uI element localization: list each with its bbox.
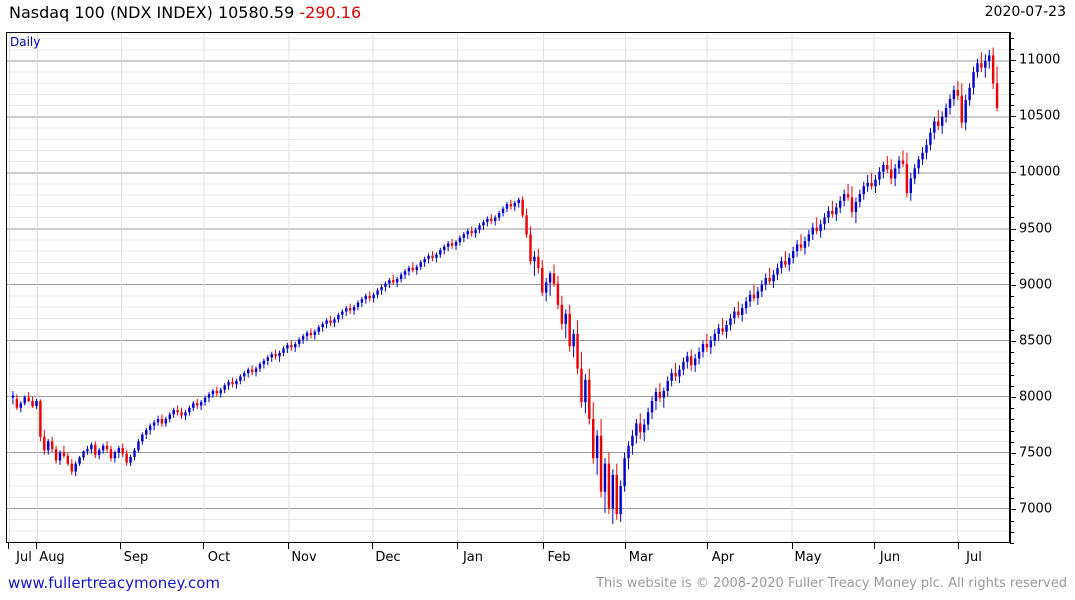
y-axis-tick: [1010, 307, 1014, 309]
candlestick-series: [11, 47, 999, 525]
y-axis-tick: [1010, 116, 1016, 118]
y-axis-tick: [1010, 161, 1014, 163]
x-axis-tick: [457, 543, 458, 549]
x-axis-label: May: [794, 550, 822, 565]
y-axis-tick: [1010, 127, 1014, 129]
y-axis-tick: [1010, 374, 1014, 376]
y-axis-tick: [1010, 543, 1014, 544]
x-axis-label: Apr: [711, 550, 735, 565]
y-axis-tick: [1010, 385, 1014, 387]
y-axis-tick: [1010, 475, 1014, 477]
y-axis-label: 10500: [1019, 108, 1061, 124]
x-axis-label: Aug: [39, 550, 65, 565]
y-axis-tick: [1010, 352, 1014, 354]
y-axis-tick: [1010, 464, 1014, 466]
x-axis-tick: [203, 543, 204, 549]
x-axis-tick: [36, 543, 37, 549]
x-axis-label: Dec: [375, 550, 401, 565]
x-axis-tick: [792, 543, 793, 549]
last-price: 10580.59: [217, 3, 295, 22]
y-axis-tick: [1010, 217, 1014, 219]
y-axis: 7000 7500 8000 8500 9000 9500 10000 10500 11000: [1010, 32, 1075, 544]
y-axis-tick: [1010, 273, 1014, 275]
x-axis-tick: [543, 543, 544, 549]
y-axis-tick: [1010, 262, 1014, 264]
y-axis-tick: [1010, 318, 1014, 320]
x-axis-label: Jul: [966, 550, 982, 565]
y-axis-tick: [1010, 329, 1014, 331]
x-axis-label: Oct: [207, 550, 231, 565]
y-axis-tick: [1010, 531, 1014, 533]
y-axis-label: 8000: [1019, 389, 1053, 405]
y-axis-label: 9000: [1019, 277, 1053, 293]
y-axis-tick: [1010, 239, 1014, 241]
instrument-name: Nasdaq 100 (NDX INDEX): [9, 3, 213, 22]
y-axis-tick: [1010, 486, 1014, 488]
site-url[interactable]: www.fullertreacymoney.com: [8, 574, 221, 592]
y-axis-tick: [1010, 228, 1016, 230]
x-axis-tick: [372, 543, 373, 549]
x-axis-label: Jul: [16, 550, 32, 565]
y-axis-tick: [1010, 498, 1014, 500]
x-axis-tick: [707, 543, 708, 549]
y-axis-tick: [1010, 509, 1016, 511]
price-plot-area[interactable]: [6, 32, 1010, 543]
y-axis-tick: [1010, 82, 1014, 84]
y-axis-tick: [1010, 363, 1014, 365]
x-axis-tick: [8, 543, 9, 549]
x-axis-label: Mar: [628, 550, 654, 565]
x-axis-label: Jan: [462, 550, 484, 565]
y-axis-tick: [1010, 397, 1016, 398]
y-axis-tick: [1010, 284, 1016, 286]
y-axis-tick: [1010, 251, 1014, 252]
x-axis-label: Jun: [879, 550, 901, 565]
x-axis-tick: [625, 543, 626, 549]
y-axis-tick: [1010, 419, 1014, 421]
as-of-date: 2020-07-23: [984, 4, 1066, 20]
y-axis-tick: [1010, 206, 1014, 208]
x-axis-tick: [120, 543, 121, 549]
chart-footer: www.fullertreacymoney.com This website i…: [0, 572, 1075, 600]
x-axis-tick: [958, 543, 959, 549]
y-axis-label: 7500: [1019, 445, 1053, 461]
x-axis-tick: [874, 543, 875, 549]
y-axis-tick: [1010, 37, 1014, 39]
y-axis-tick: [1010, 105, 1014, 106]
y-axis-tick: [1010, 183, 1014, 185]
price-change: -290.16: [299, 3, 362, 22]
y-axis-tick: [1010, 138, 1014, 140]
y-axis-label: 10000: [1019, 164, 1061, 180]
y-axis-tick: [1010, 340, 1016, 342]
y-axis-line: [1010, 32, 1011, 543]
y-axis-tick: [1010, 520, 1014, 522]
y-axis-tick: [1010, 194, 1014, 196]
copyright-notice: This website is © 2008-2020 Fuller Treac…: [596, 576, 1067, 591]
x-axis-label: Sep: [123, 550, 149, 565]
x-axis-label: Nov: [291, 550, 317, 565]
x-axis-label: Feb: [547, 550, 571, 565]
y-axis-label: 7000: [1019, 501, 1053, 517]
y-axis-tick: [1010, 408, 1014, 410]
y-axis-tick: [1010, 60, 1016, 62]
y-axis-tick: [1010, 441, 1014, 443]
y-axis-tick: [1010, 295, 1014, 297]
y-axis-label: 11000: [1019, 52, 1061, 68]
interval-label: Daily: [10, 35, 41, 49]
x-axis: Jul Aug Sep Oct Nov Dec Jan Feb Mar Apr May Jun Jul: [6, 543, 1010, 569]
y-axis-tick: [1010, 453, 1016, 455]
y-axis-tick: [1010, 93, 1014, 95]
y-axis-tick: [1010, 430, 1014, 432]
y-axis-tick: [1010, 71, 1014, 73]
x-axis-tick: [288, 543, 289, 549]
y-axis-label: 8500: [1019, 333, 1053, 349]
chart-header: Nasdaq 100 (NDX INDEX) 10580.59 -290.16 …: [0, 0, 1075, 28]
y-axis-tick: [1010, 172, 1016, 174]
y-axis-tick: [1010, 48, 1014, 50]
instrument-title: Nasdaq 100 (NDX INDEX) 10580.59 -290.16: [9, 3, 361, 22]
y-axis-tick: [1010, 149, 1014, 151]
y-axis-label: 9500: [1019, 221, 1053, 237]
